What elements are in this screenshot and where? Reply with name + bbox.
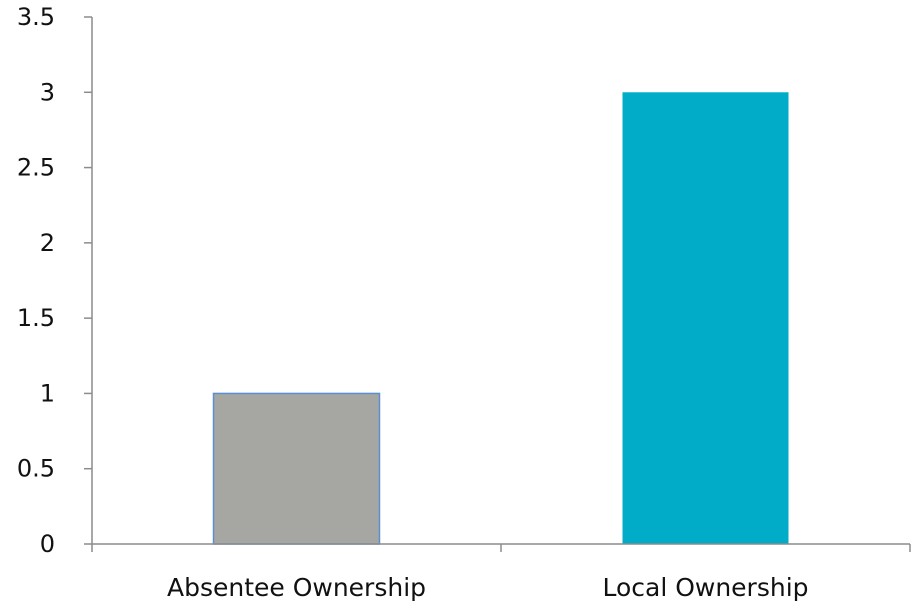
y-tick-label: 1 <box>40 379 55 407</box>
y-tick-label: 0 <box>40 530 55 558</box>
bars <box>212 92 789 545</box>
bar <box>622 92 789 545</box>
y-tick-label: 2.5 <box>17 154 55 182</box>
axes <box>91 17 911 552</box>
x-axis: Absentee Ownership Local Ownership <box>167 573 809 602</box>
y-tick-label: 0.5 <box>17 455 55 483</box>
y-tick-label: 3.5 <box>17 3 55 31</box>
y-tick-label: 1.5 <box>17 304 55 332</box>
y-axis: 0 0.5 1 1.5 2 2.5 3 3.5 <box>17 3 92 558</box>
y-tick-label: 2 <box>40 229 55 257</box>
x-category-label: Local Ownership <box>602 573 808 602</box>
y-tick-label: 3 <box>40 78 55 106</box>
x-category-label: Absentee Ownership <box>167 573 426 602</box>
bar <box>212 392 381 545</box>
